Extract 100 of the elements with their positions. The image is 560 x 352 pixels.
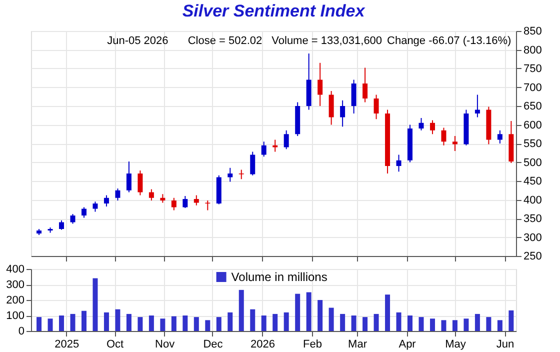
bar <box>182 316 188 331</box>
bar <box>508 310 514 331</box>
y-tick-label: 650 <box>524 100 542 112</box>
candlestick <box>81 206 86 218</box>
bar <box>396 312 402 331</box>
chart-title: Silver Sentiment Index <box>182 2 366 20</box>
y-tick-label: 200 <box>6 294 24 306</box>
annotation: Close = 502.02 <box>188 35 262 47</box>
annotation: Jun-05 2026 <box>107 35 168 47</box>
candlestick <box>452 136 458 152</box>
bar <box>284 312 289 331</box>
annotation: Change -66.07 (-13.16%) <box>387 35 512 47</box>
candlestick <box>418 118 424 131</box>
candlestick <box>351 79 356 114</box>
candlestick <box>126 161 132 193</box>
y-tick-label: 850 <box>524 26 542 38</box>
candlestick <box>497 130 502 144</box>
y-tick-label: 550 <box>524 138 542 150</box>
candlestick <box>362 67 368 103</box>
bar <box>205 320 210 331</box>
x-tick-label: Oct <box>106 338 124 350</box>
candlestick <box>171 197 176 211</box>
bar <box>486 317 492 331</box>
candlestick <box>272 139 278 152</box>
bar <box>306 292 312 331</box>
candlestick <box>182 196 188 208</box>
x-tick-label: Feb <box>303 338 322 350</box>
x-tick-label: 2026 <box>250 338 275 350</box>
bar <box>104 312 109 331</box>
bar <box>48 318 53 331</box>
candlestick <box>138 170 143 196</box>
y-tick-label: 400 <box>524 194 542 206</box>
y-tick-label: 450 <box>524 176 542 188</box>
x-tick-label: May <box>445 338 466 350</box>
bar <box>115 309 120 331</box>
y-tick-label: 600 <box>524 119 542 132</box>
bar <box>385 294 390 331</box>
x-tick-label: Nov <box>155 338 176 350</box>
candlestick <box>261 141 266 158</box>
candlestick <box>104 194 109 207</box>
bar <box>328 308 334 331</box>
candlestick <box>115 188 120 201</box>
bar <box>238 290 244 331</box>
candlestick <box>59 220 64 230</box>
bar <box>92 278 98 331</box>
y-tick-label: 100 <box>6 310 24 322</box>
y-tick-label: 750 <box>524 63 542 75</box>
bar <box>160 318 166 331</box>
annotation: Volume = 133,031,600 <box>272 35 382 47</box>
candlestick <box>318 62 323 106</box>
candlestick <box>441 127 446 146</box>
bar <box>81 310 86 331</box>
bar <box>36 317 42 331</box>
bar <box>318 300 323 331</box>
x-tick-label: Apr <box>398 338 416 350</box>
candlestick <box>328 90 334 126</box>
bar <box>408 316 413 331</box>
bar <box>261 316 266 331</box>
bar <box>148 316 154 331</box>
legend-label: Volume in millions <box>231 270 328 284</box>
y-tick-label: 350 <box>524 213 542 225</box>
candlestick <box>250 151 256 176</box>
x-tick-label: Dec <box>203 338 224 350</box>
candlestick <box>92 201 98 212</box>
bar <box>272 314 278 331</box>
candlestick <box>194 194 199 206</box>
candlestick <box>238 169 244 180</box>
candlestick <box>228 167 233 182</box>
bar <box>441 320 446 331</box>
bar <box>430 318 435 331</box>
candlestick <box>396 154 402 172</box>
bar <box>497 320 502 331</box>
bar <box>228 312 233 331</box>
candlestick <box>340 100 346 128</box>
bar <box>418 317 424 331</box>
bar <box>194 317 199 331</box>
bar <box>295 294 300 331</box>
bar <box>474 314 480 331</box>
x-tick-label: Jun <box>496 338 514 350</box>
bar <box>59 316 64 331</box>
x-tick-label: 2025 <box>54 338 80 350</box>
bar <box>171 316 176 331</box>
candlestick <box>474 94 480 118</box>
bar <box>362 317 368 331</box>
candlestick <box>70 214 76 224</box>
bar <box>452 320 458 331</box>
bar <box>340 314 346 331</box>
bar <box>464 318 469 331</box>
bar <box>126 314 132 331</box>
y-tick-label: 300 <box>6 279 24 291</box>
bar <box>70 314 76 331</box>
candlestick <box>430 120 435 135</box>
candlestick <box>284 130 289 150</box>
candlestick <box>148 188 154 201</box>
bar <box>216 317 222 331</box>
bar <box>138 317 143 331</box>
y-tick-label: 300 <box>524 232 542 244</box>
y-tick-label: 250 <box>524 250 542 262</box>
bar <box>250 309 256 331</box>
bar <box>351 316 356 331</box>
